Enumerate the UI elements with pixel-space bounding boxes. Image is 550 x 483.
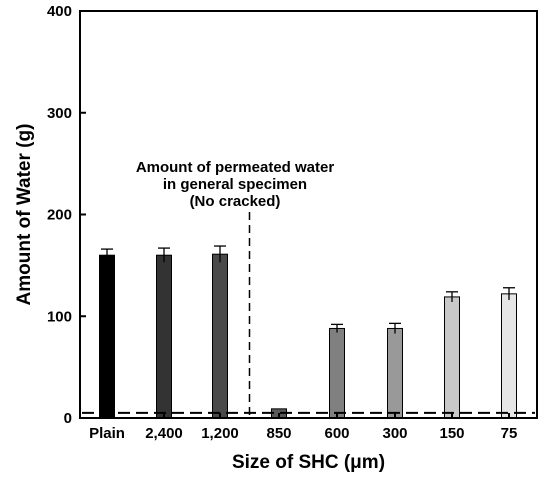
bar — [501, 293, 517, 419]
x-axis-title: Size of SHC (μm) — [232, 452, 385, 473]
bars-group — [99, 253, 517, 419]
bar — [329, 327, 345, 419]
x-tick-label: 150 — [439, 425, 464, 442]
bar — [212, 253, 228, 419]
bar — [156, 254, 172, 419]
x-tick-label: Plain — [89, 425, 125, 442]
x-tick-label: 600 — [324, 425, 349, 442]
y-tick-label: 300 — [47, 105, 72, 122]
y-tick-label: 0 — [64, 410, 72, 427]
x-axis-ticks: Plain 2,400 1,200 850 600 300 150 75 — [89, 413, 517, 442]
x-tick-label: 850 — [266, 425, 291, 442]
annotation-line-2: in general specimen — [163, 176, 307, 193]
y-axis-ticks: 0 100 200 300 400 — [47, 3, 86, 427]
plot-frame — [79, 10, 538, 419]
annotation-line-1: Amount of permeated water — [136, 159, 335, 176]
x-tick-label: 300 — [382, 425, 407, 442]
error-bars-group — [101, 245, 515, 334]
annotation-line-3: (No cracked) — [190, 193, 281, 210]
bar — [99, 254, 115, 419]
x-tick-label: 75 — [501, 425, 518, 442]
x-tick-label: 1,200 — [201, 425, 239, 442]
y-axis-title: Amount of Water (g) — [14, 124, 35, 306]
y-tick-label: 100 — [47, 308, 72, 325]
x-tick-label: 2,400 — [145, 425, 183, 442]
y-tick-label: 200 — [47, 207, 72, 224]
bar — [444, 296, 460, 419]
bar — [387, 327, 403, 419]
y-tick-label: 400 — [47, 3, 72, 20]
